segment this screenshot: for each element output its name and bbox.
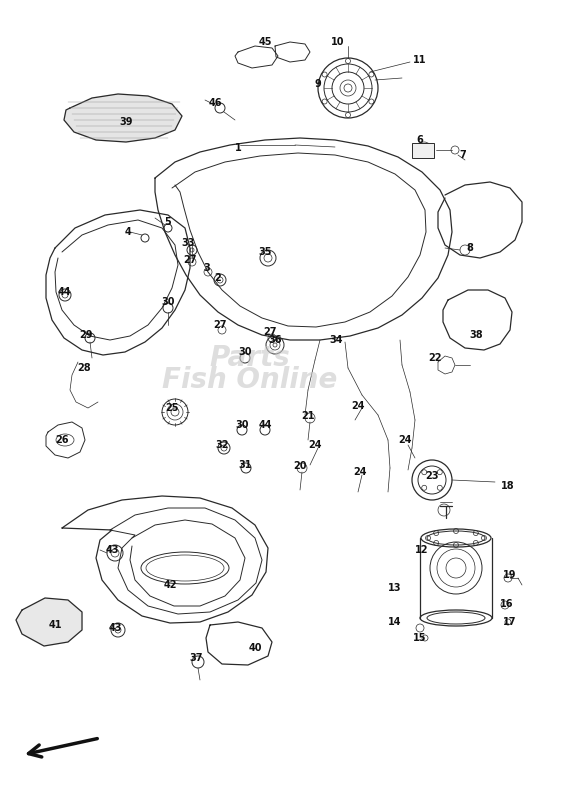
FancyBboxPatch shape [412, 143, 434, 158]
Text: 3: 3 [204, 263, 210, 273]
Text: Fish Online: Fish Online [162, 366, 338, 394]
Text: 20: 20 [293, 461, 307, 471]
Text: 5: 5 [164, 217, 171, 227]
Text: 29: 29 [79, 330, 93, 340]
Text: 41: 41 [48, 620, 62, 630]
Text: 18: 18 [501, 481, 515, 491]
Text: 22: 22 [428, 353, 442, 363]
Text: 26: 26 [55, 435, 69, 445]
Text: 42: 42 [163, 580, 177, 590]
Text: 1: 1 [234, 143, 241, 153]
Text: 7: 7 [460, 150, 466, 160]
Text: 19: 19 [503, 570, 516, 580]
Text: 37: 37 [189, 653, 203, 663]
Polygon shape [64, 94, 182, 142]
Text: 44: 44 [57, 287, 71, 297]
Text: 27: 27 [213, 320, 227, 330]
Text: 43: 43 [108, 623, 122, 633]
Text: 24: 24 [351, 401, 365, 411]
Text: 27: 27 [263, 327, 277, 337]
Text: 8: 8 [467, 243, 474, 253]
Text: 23: 23 [425, 471, 439, 481]
Text: 43: 43 [105, 545, 119, 555]
Text: 27: 27 [183, 255, 197, 265]
Text: 30: 30 [235, 420, 249, 430]
Text: 12: 12 [415, 545, 429, 555]
Polygon shape [16, 598, 82, 646]
Text: 25: 25 [165, 403, 179, 413]
Text: 6: 6 [417, 135, 423, 145]
Text: 9: 9 [314, 79, 321, 89]
Text: 32: 32 [215, 440, 229, 450]
Text: 40: 40 [248, 643, 262, 653]
Text: 10: 10 [331, 37, 345, 47]
Text: 45: 45 [258, 37, 272, 47]
Text: 46: 46 [208, 98, 222, 108]
Text: 30: 30 [238, 347, 252, 357]
Text: 39: 39 [119, 117, 133, 127]
Text: 21: 21 [301, 411, 315, 421]
Text: 28: 28 [77, 363, 91, 373]
Text: 24: 24 [353, 467, 367, 477]
Text: 24: 24 [308, 440, 322, 450]
Text: 38: 38 [469, 330, 483, 340]
Text: 33: 33 [181, 238, 195, 248]
Text: 4: 4 [124, 227, 131, 237]
Text: 16: 16 [500, 599, 514, 609]
Text: 44: 44 [258, 420, 272, 430]
Text: 31: 31 [238, 460, 252, 470]
Text: 36: 36 [268, 335, 282, 345]
Text: 14: 14 [389, 617, 402, 627]
Text: 34: 34 [329, 335, 343, 345]
Text: 13: 13 [389, 583, 402, 593]
Text: 2: 2 [215, 273, 221, 283]
Text: 35: 35 [258, 247, 272, 257]
Text: 30: 30 [161, 297, 175, 307]
Text: 17: 17 [503, 617, 516, 627]
Text: 24: 24 [398, 435, 412, 445]
Text: 11: 11 [413, 55, 427, 65]
Text: 15: 15 [413, 633, 427, 643]
Text: Parts: Parts [210, 344, 291, 372]
